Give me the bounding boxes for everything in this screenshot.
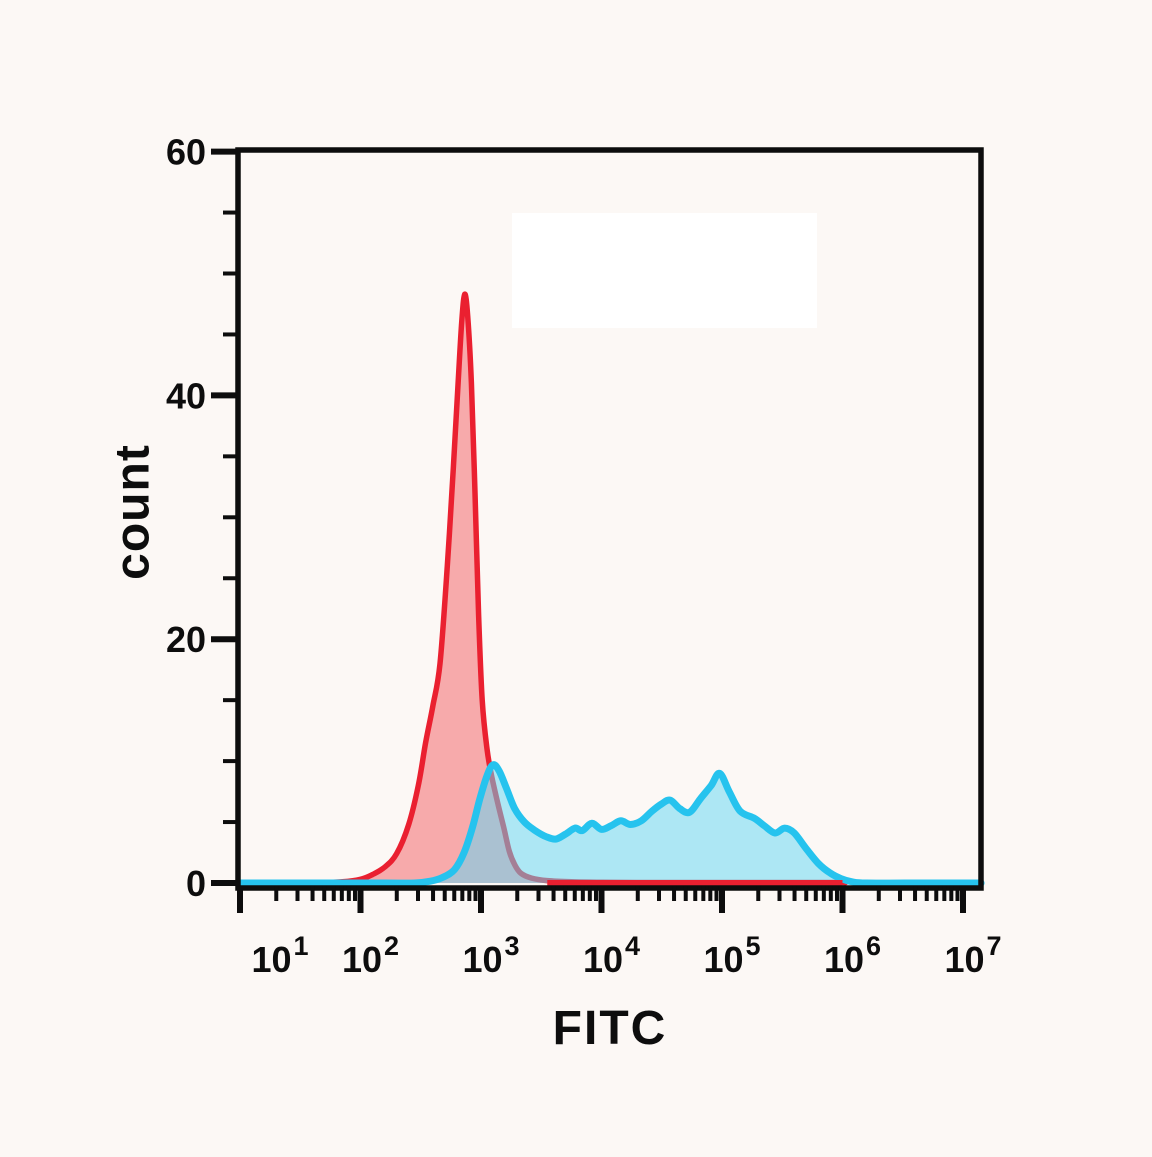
x-tick-label: 103: [462, 931, 519, 980]
y-tick-label: 60: [166, 132, 206, 173]
plot-bg-highlight: [512, 213, 817, 328]
frame-layer: [235, 147, 984, 891]
y-tick-label: 0: [186, 863, 206, 904]
y-axis-title: count: [107, 444, 160, 580]
y-tick-label: 40: [166, 375, 206, 416]
plot-background-layer: [512, 213, 817, 328]
x-tick-label: 102: [342, 931, 399, 980]
x-axis-title: FITC: [553, 1002, 668, 1055]
red-control-histogram-line: [309, 291, 849, 886]
y-tick-label: 20: [166, 619, 206, 660]
x-tick-label: 104: [583, 931, 640, 980]
x-tick-label: 101: [251, 931, 308, 980]
ticks-layer: [211, 148, 966, 913]
x-tick-label: 106: [824, 931, 881, 980]
series-layer: [234, 291, 985, 887]
x-tick-label: 105: [703, 931, 760, 980]
x-tick-label: 107: [944, 931, 1001, 980]
plot-frame: [235, 147, 984, 891]
cyan-stained-histogram-line: [234, 761, 985, 887]
red-control-histogram-fill: [312, 294, 846, 884]
cyan-stained-histogram-fill: [237, 764, 982, 884]
tick-labels-layer: 101 102 103 104 105 106 107 0 20 40 60: [166, 132, 1002, 980]
